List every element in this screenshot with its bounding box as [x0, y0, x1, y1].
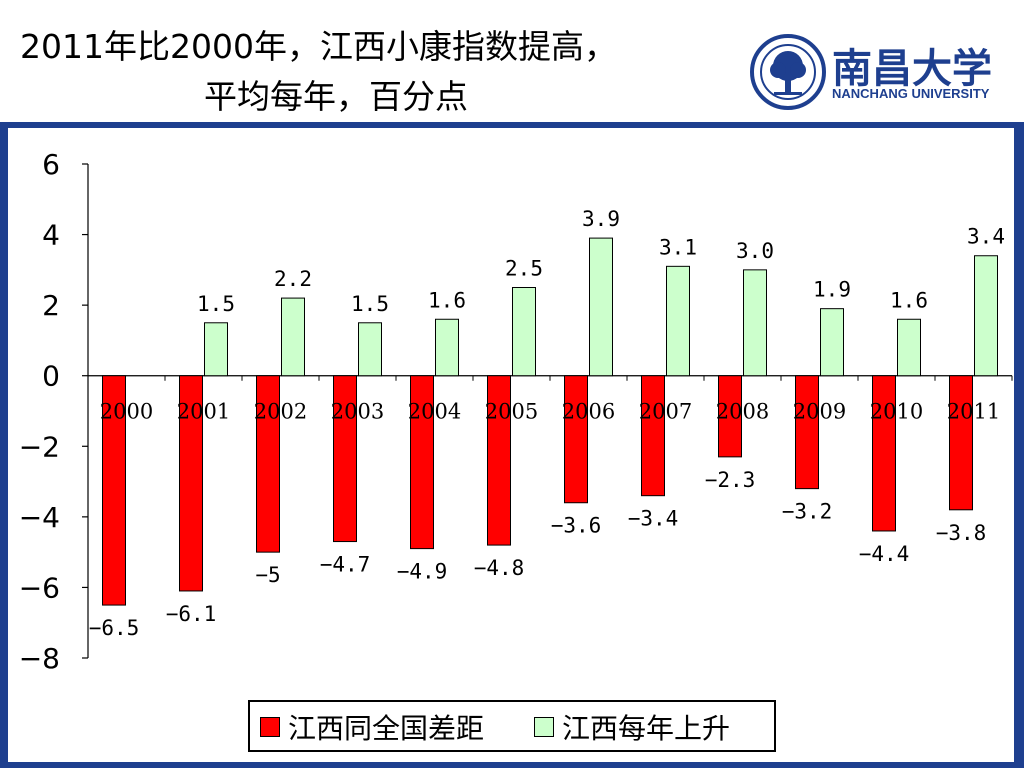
chart-legend: 江西同全国差距 江西每年上升 — [248, 700, 776, 752]
y-tick-label: 0 — [42, 360, 60, 393]
rise-bar — [204, 322, 228, 377]
x-tick-label: 2007 — [639, 400, 692, 424]
x-tick-label: 2006 — [562, 400, 615, 424]
y-tick-label: −2 — [19, 430, 60, 463]
rise-bar — [974, 255, 998, 377]
rise-bar — [666, 265, 690, 377]
rise-bar — [358, 322, 382, 377]
rise-bar — [512, 287, 536, 377]
slide-frame — [0, 122, 1024, 768]
gap-bar — [718, 375, 742, 458]
gap-bar — [795, 375, 819, 490]
gap-bar — [949, 375, 973, 511]
slide-title-line-1: 2011年比2000年，江西小康指数提高， — [20, 27, 617, 66]
gap-bar-label: −6.5 — [89, 616, 140, 640]
rise-bar-label: 2.2 — [274, 267, 312, 291]
gap-bar-label: −4.9 — [397, 560, 448, 584]
gap-bar-label: −3.6 — [551, 514, 602, 538]
x-tick-label: 2000 — [100, 400, 153, 424]
x-tick-label: 2008 — [716, 400, 769, 424]
rise-bar-label: 1.5 — [197, 292, 235, 316]
x-tick-label: 2009 — [793, 400, 846, 424]
gap-bar — [564, 375, 588, 504]
rise-bar — [435, 318, 459, 377]
gap-bar — [102, 375, 126, 606]
rise-bar-label: 3.4 — [967, 225, 1005, 249]
y-tick-label: 4 — [42, 219, 60, 252]
x-tick-label: 2001 — [177, 400, 230, 424]
rise-bar — [589, 237, 613, 377]
gap-bar — [487, 375, 511, 546]
rise-bar-label: 1.6 — [890, 288, 928, 312]
x-tick-label: 2002 — [254, 400, 307, 424]
slide-header: 2011年比2000年，江西小康指数提高， 平均每年，百分点 南昌大学 NANC… — [0, 0, 1024, 122]
logo-english-name: NANCHANG UNIVERSITY — [832, 86, 990, 101]
gap-bar-label: −3.4 — [628, 507, 679, 531]
y-tick-label: 6 — [42, 148, 60, 181]
rise-bar-label: 1.6 — [428, 288, 466, 312]
rise-bar-label: 3.0 — [736, 239, 774, 263]
gap-bar — [333, 375, 357, 543]
y-tick-label: −6 — [19, 571, 60, 604]
legend-swatch-gap — [260, 717, 280, 737]
gap-bar — [872, 375, 896, 532]
y-tick-label: −4 — [19, 501, 60, 534]
gap-bar-label: −2.3 — [705, 468, 756, 492]
x-tick-label: 2005 — [485, 400, 538, 424]
gap-bar-label: −3.8 — [936, 521, 987, 545]
university-emblem-icon — [750, 34, 826, 110]
rise-bar-label: 2.5 — [505, 257, 543, 281]
x-tick-label: 2003 — [331, 400, 384, 424]
gap-bar-label: −4.4 — [859, 542, 910, 566]
x-tick-label: 2004 — [408, 400, 461, 424]
gap-bar-label: −6.1 — [166, 602, 217, 626]
legend-label-rise: 江西每年上升 — [562, 712, 731, 745]
rise-bar-label: 1.5 — [351, 292, 389, 316]
gap-bar-label: −5 — [255, 563, 280, 587]
gap-bar — [410, 375, 434, 550]
y-tick-label: 2 — [42, 289, 60, 322]
legend-swatch-rise — [534, 717, 554, 737]
rise-bar — [743, 269, 767, 377]
legend-item-rise: 江西每年上升 — [534, 710, 731, 745]
chart-bars — [102, 237, 998, 606]
chart-labels: −6.5 2000 −6.1 1.5 2001 −5 2.2 2002 −4.7 1.5 2003 −… — [89, 207, 1005, 640]
rise-bar — [820, 308, 844, 377]
legend-label-gap: 江西同全国差距 — [288, 712, 485, 745]
rise-bar-label: 3.1 — [659, 235, 697, 259]
rise-bar-label: 3.9 — [582, 207, 620, 231]
gap-bar-label: −4.8 — [474, 556, 525, 580]
gap-bar — [641, 375, 665, 497]
legend-item-gap: 江西同全国差距 — [260, 710, 485, 745]
gap-bar — [256, 375, 280, 553]
university-logo: 南昌大学 NANCHANG UNIVERSITY — [746, 32, 1006, 112]
rise-bar — [281, 297, 305, 377]
y-tick-label: −8 — [19, 642, 60, 675]
gap-bar-label: −4.7 — [320, 553, 371, 577]
x-tick-label: 2010 — [870, 400, 923, 424]
gap-bar — [179, 375, 203, 592]
slide-title-line-2: 平均每年，百分点 — [204, 77, 468, 116]
rise-bar — [897, 318, 921, 377]
rise-bar-label: 1.9 — [813, 278, 851, 302]
x-tick-label: 2011 — [947, 400, 1000, 424]
gap-bar-label: −3.2 — [782, 500, 833, 524]
logo-chinese-name: 南昌大学 — [832, 45, 992, 92]
chart-axes: 6 4 2 0 −2 −4 −6 −8 — [19, 148, 1013, 675]
